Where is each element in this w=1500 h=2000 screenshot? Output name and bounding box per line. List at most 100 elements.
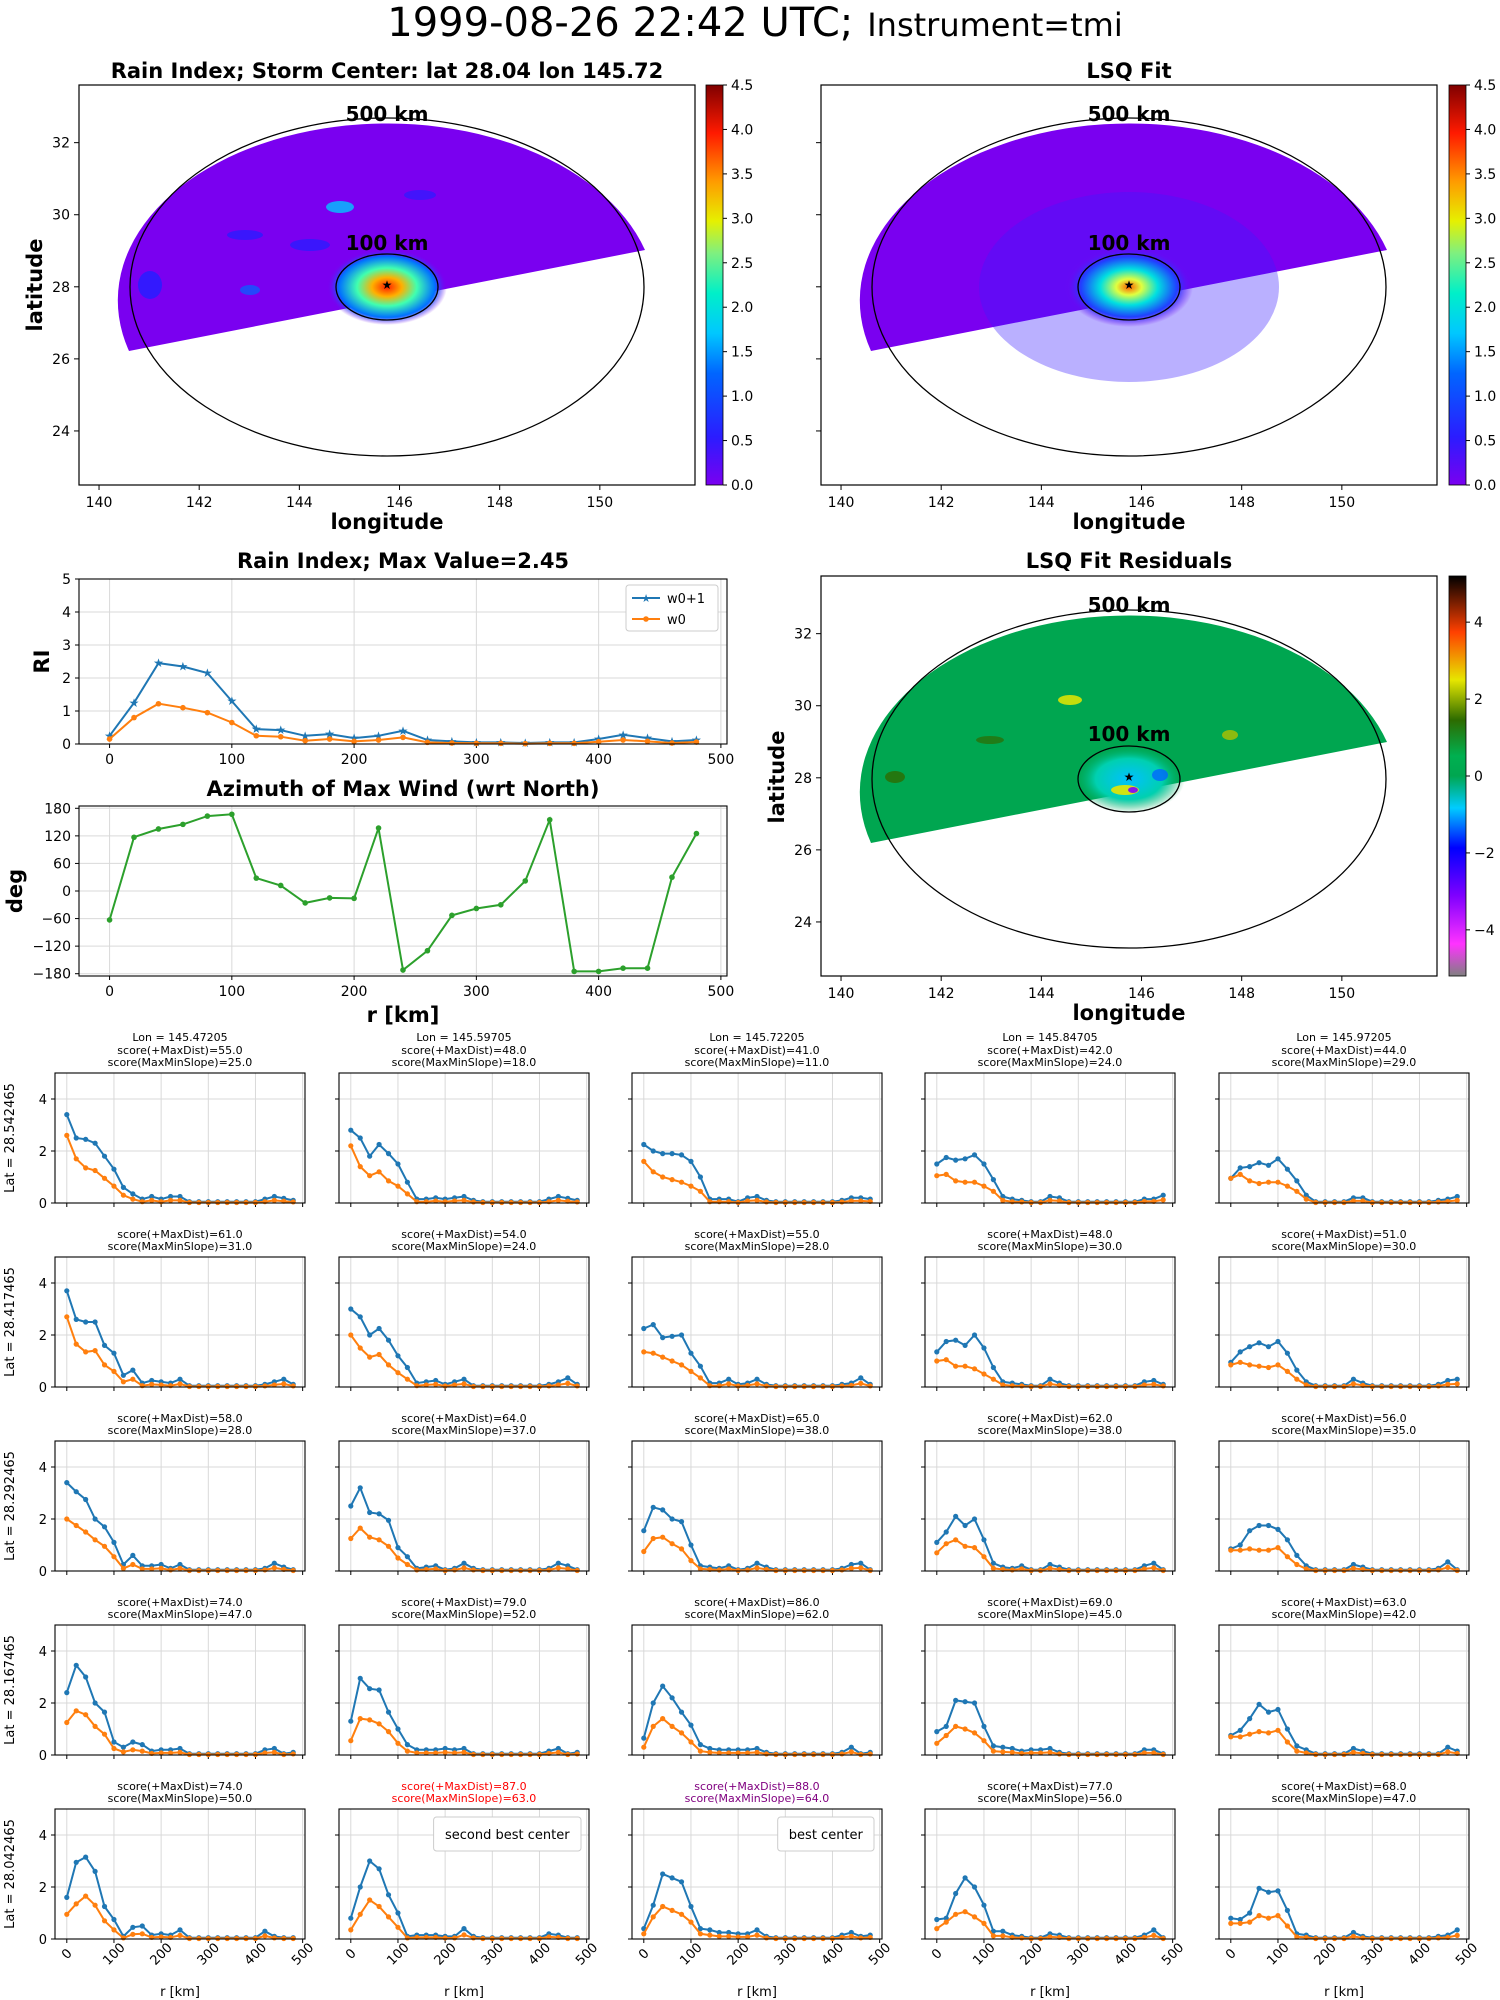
sensitivity-grid: Lon = 145.47205score(+MaxDist)=55.0score… [3,1031,1481,2000]
series-point-0 [442,1745,448,1752]
series-point-0 [990,1177,996,1183]
rain-map-lat-ticks: 24 26 28 30 32 [52,136,79,440]
series-point-1 [1228,1175,1234,1181]
sensitivity-subplot: score(+MaxDist)=58.0score(MaxMinSlope)=2… [3,1412,306,1580]
series-point-1 [953,1178,959,1184]
storm-center-marker: ★ [1124,770,1135,784]
figure-header: 1999-08-26 22:42 UTC; Instrument=tmi [387,0,1122,46]
series-point-1 [385,1729,392,1735]
rain-colorbar-ticks: 0.0 0.5 1.0 1.5 2.0 2.5 3.0 3.5 4.0 4.5 [723,78,753,494]
subplot-score-maxminslope: score(MaxMinSlope)=56.0 [978,1792,1123,1805]
series-point-1 [716,1567,722,1573]
series-point-1 [848,1198,854,1204]
series-point-1 [1435,1199,1441,1205]
series-point-1 [149,1381,155,1387]
ring-100km [1077,253,1181,321]
series-point-0 [697,1742,703,1748]
subplot-score-maxminslope: score(MaxMinSlope)=37.0 [392,1424,537,1437]
series-point-1 [697,1375,703,1381]
series-point-1 [1445,1564,1451,1570]
plot-frame [54,1624,306,1756]
series-point-1 [744,1567,751,1573]
ring-500km-label: 500 km [346,102,429,126]
series-point-1 [981,1738,987,1744]
subplot-score-maxdist: score(+MaxDist)=77.0 [987,1780,1112,1793]
x-tick-label: 500 [1453,1940,1481,1968]
series-point-1 [1435,1935,1441,1941]
series-point-0 [1265,1889,1272,1895]
series-point-0: ★ [251,722,262,736]
x-tick-label: 300 [772,1940,800,1968]
series-point-0 [650,1504,656,1510]
rain-map-field: ★ 500 km 100 km [117,102,645,457]
subplot-score-maxdist: score(+MaxDist)=87.0 [401,1780,526,1793]
colorbar-tick-label: 0.5 [731,434,753,450]
series-point-1 [962,1179,968,1185]
ring-100km-label: 100 km [346,231,429,255]
series-point-1 [461,1381,467,1387]
series-point-1 [688,1919,694,1925]
plot-frame [338,1624,590,1756]
series-point-0 [111,1739,117,1745]
series-point-0 [149,1193,155,1200]
sensitivity-subplot: score(+MaxDist)=68.0score(MaxMinSlope)=4… [1215,1780,1481,2000]
lat-tick-label: 32 [52,136,70,152]
series-point-1 [1228,1920,1234,1926]
series-point-1 [1284,1368,1290,1374]
series-point-1 [595,738,602,745]
subplot-score-maxdist: score(+MaxDist)=55.0 [117,1044,242,1057]
series-point-0 [1237,1349,1243,1355]
series-point-1 [678,1730,685,1736]
x-tick-label: 200 [341,752,368,768]
series-point-1 [971,1730,978,1736]
lat-tick-label: 24 [794,915,812,931]
series-point-1 [367,1534,373,1540]
resid-map-blob [1222,730,1238,740]
series-point-1 [716,1933,722,1939]
series-point-0 [253,875,260,881]
series-point-1 [348,1927,354,1933]
subplot-score-maxdist: score(+MaxDist)=74.0 [117,1780,242,1793]
y-tick-label: 1 [62,704,71,720]
series-point-1 [1284,1739,1290,1745]
series-point-1 [707,1749,713,1755]
series-point-0 [1294,1552,1300,1558]
series-point-0 [1265,1344,1272,1350]
series-point-0 [367,1153,373,1159]
series-point-1 [395,1370,401,1376]
series-point-0 [101,1903,108,1910]
series-point-1 [111,1927,117,1933]
series-point-0 [971,1700,978,1706]
series-point-1 [470,1567,477,1573]
y-tick-label: 2 [39,1697,47,1712]
series-point-1 [641,1349,647,1355]
series-point-0: ★ [226,694,237,708]
series-point-1 [111,1368,117,1374]
series-point-0 [395,1545,401,1551]
colorbar-tick-label: 1.5 [1474,345,1496,361]
series-point-1 [101,1362,108,1368]
series-point-1 [1228,1362,1234,1368]
series-point-0 [92,1700,98,1706]
series-point-1 [1350,1198,1357,1204]
subplot-score-maxdist: score(+MaxDist)=62.0 [987,1412,1112,1425]
series-point-1 [839,1567,845,1573]
x-tick-label: 200 [725,1940,753,1968]
series-point-0 [130,1739,136,1745]
series-point-1 [981,1554,987,1560]
series-point-0 [641,1528,647,1534]
series-point-1 [92,1167,98,1174]
series-point-0 [83,1674,89,1680]
lon-tick-label: 140 [828,495,855,511]
series-point-0: ★ [300,729,311,743]
series-point-1 [1237,1171,1243,1177]
series-point-0 [934,1916,940,1923]
series-point-1 [1294,1188,1300,1194]
plot-frame [338,1440,590,1572]
series-point-1 [177,1381,183,1387]
series-point-1 [697,1566,703,1572]
series-point-1 [1294,1934,1300,1940]
series-point-0 [92,1140,98,1146]
series-point-1 [1019,1383,1025,1389]
series-point-0 [1284,1166,1290,1172]
